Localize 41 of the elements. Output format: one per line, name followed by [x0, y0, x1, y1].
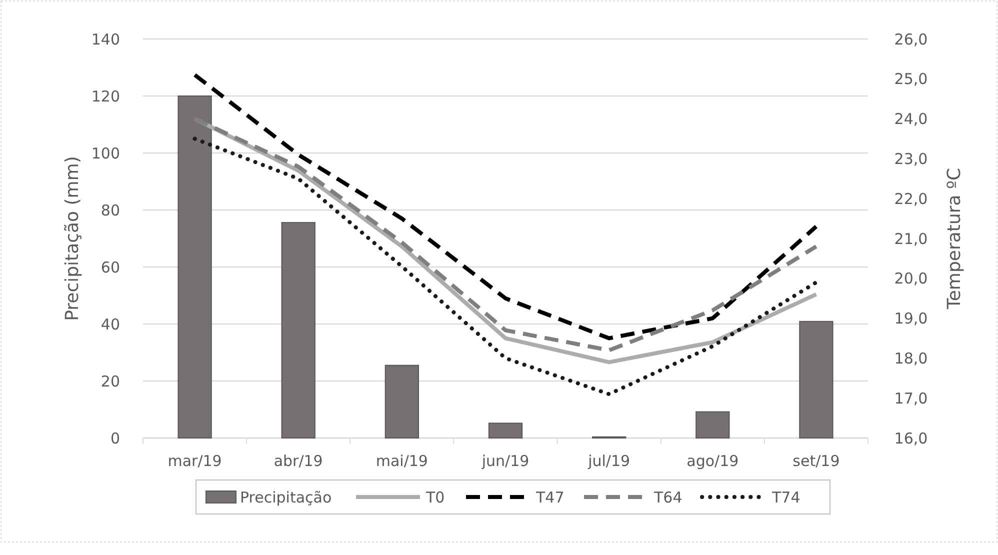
- y2-tick-label: 23,0: [894, 150, 928, 168]
- y2-tick-label: 20,0: [894, 270, 928, 288]
- y-tick-label: 120: [91, 87, 120, 106]
- y-tick-label: 80: [100, 201, 120, 220]
- y2-tick-label: 16,0: [894, 429, 928, 448]
- y-tick-label: 20: [100, 372, 120, 390]
- y2-tick-label: 25,0: [894, 70, 928, 88]
- legend-label: Precipitação: [240, 488, 332, 506]
- x-tick-label: jun/19: [480, 452, 530, 470]
- x-tick-label: ago/19: [686, 452, 739, 470]
- bar: [281, 222, 316, 438]
- y2-tick-label: 18,0: [894, 349, 928, 368]
- y2-tick-label: 17,0: [894, 389, 928, 408]
- y-tick-label: 140: [91, 30, 120, 48]
- y2-axis-title: Temperatura ºC: [944, 168, 965, 310]
- y-tick-label: 60: [100, 258, 120, 276]
- legend-label: T47: [535, 488, 564, 506]
- bar: [178, 96, 212, 438]
- bar: [384, 364, 419, 438]
- x-tick-label: abr/19: [274, 452, 323, 470]
- y-tick-label: 0: [110, 429, 120, 448]
- y2-tick-label: 21,0: [894, 230, 928, 248]
- line-series: [192, 136, 818, 396]
- x-tick-label: set/19: [792, 452, 840, 470]
- y-tick-label: 40: [100, 315, 120, 334]
- x-tick-label: mai/19: [376, 452, 428, 470]
- x-tick-label: mar/19: [168, 452, 222, 470]
- x-tick-label: jul/19: [587, 452, 630, 470]
- y2-tick-label: 24,0: [894, 110, 928, 128]
- y-tick-label: 100: [91, 144, 120, 162]
- bar: [488, 422, 523, 438]
- y2-tick-label: 26,0: [894, 30, 928, 48]
- legend-label: T64: [653, 488, 682, 506]
- y-axis-title: Precipitação (mm): [62, 156, 83, 321]
- y2-tick-label: 22,0: [894, 190, 928, 208]
- y2-tick-label: 19,0: [894, 310, 928, 328]
- legend-label: T74: [771, 488, 800, 506]
- bar: [799, 320, 834, 438]
- line-series: [192, 72, 818, 340]
- bar: [696, 411, 730, 438]
- legend-label: T0: [425, 488, 445, 506]
